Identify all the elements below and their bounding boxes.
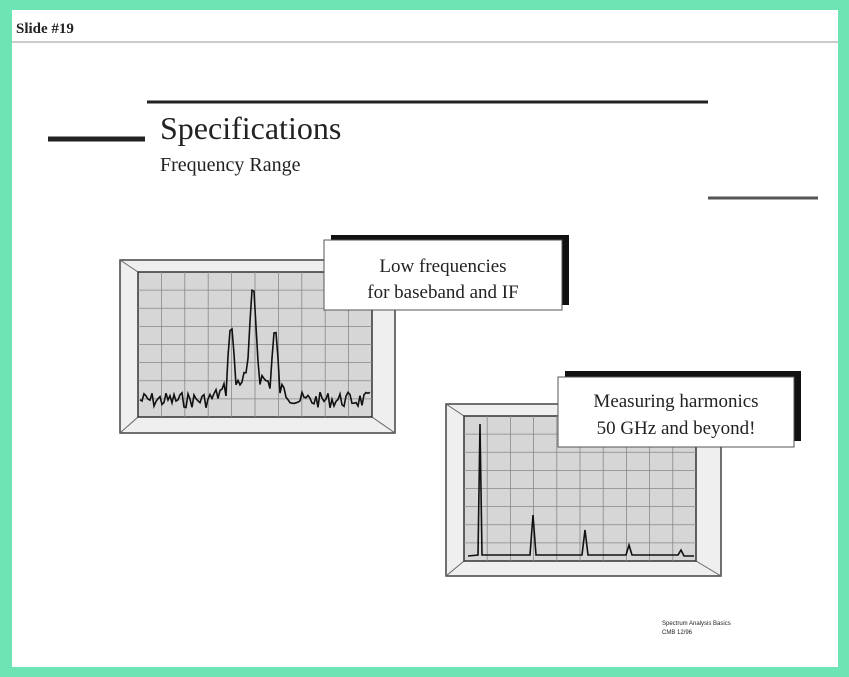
callout-text: 50 GHz and beyond! — [597, 418, 756, 439]
callout-text: for baseband and IF — [367, 282, 518, 303]
analyzer-screen — [119, 259, 396, 434]
subtitle: Frequency Range — [160, 154, 301, 176]
callout-text: Measuring harmonics — [593, 391, 758, 412]
callout-box — [323, 239, 563, 311]
footer-text: CMB 12/96 — [662, 630, 693, 636]
trace — [467, 423, 694, 557]
callout-box — [557, 376, 795, 448]
callout-text: Low frequencies — [379, 256, 506, 277]
slide-number: Slide #19 — [16, 21, 74, 37]
footer-text: Spectrum Analysis Basics — [662, 621, 731, 627]
title: Specifications — [160, 110, 341, 146]
trace — [139, 288, 371, 409]
